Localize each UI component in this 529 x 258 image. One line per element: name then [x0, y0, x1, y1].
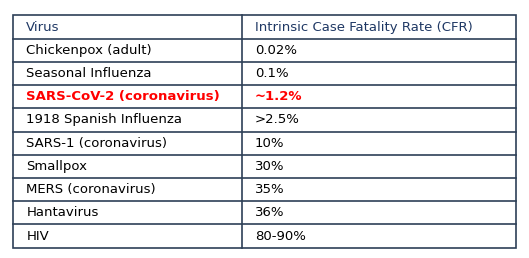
- Text: 1918 Spanish Influenza: 1918 Spanish Influenza: [26, 114, 183, 126]
- Text: ~1.2%: ~1.2%: [255, 90, 303, 103]
- Text: MERS (coronavirus): MERS (coronavirus): [26, 183, 156, 196]
- Text: Smallpox: Smallpox: [26, 160, 87, 173]
- Text: Virus: Virus: [26, 21, 60, 34]
- Bar: [13, 15, 516, 248]
- Text: Hantavirus: Hantavirus: [26, 206, 99, 219]
- Text: SARS-1 (coronavirus): SARS-1 (coronavirus): [26, 137, 167, 150]
- Text: Seasonal Influenza: Seasonal Influenza: [26, 67, 152, 80]
- Text: 10%: 10%: [255, 137, 285, 150]
- Text: 35%: 35%: [255, 183, 285, 196]
- Text: SARS-CoV-2 (coronavirus): SARS-CoV-2 (coronavirus): [26, 90, 220, 103]
- Text: Chickenpox (adult): Chickenpox (adult): [26, 44, 152, 57]
- Text: Intrinsic Case Fatality Rate (CFR): Intrinsic Case Fatality Rate (CFR): [255, 21, 473, 34]
- Text: 30%: 30%: [255, 160, 285, 173]
- Text: 36%: 36%: [255, 206, 285, 219]
- Text: >2.5%: >2.5%: [255, 114, 300, 126]
- Text: HIV: HIV: [26, 230, 49, 243]
- Text: 0.02%: 0.02%: [255, 44, 297, 57]
- Text: 80-90%: 80-90%: [255, 230, 306, 243]
- Text: 0.1%: 0.1%: [255, 67, 289, 80]
